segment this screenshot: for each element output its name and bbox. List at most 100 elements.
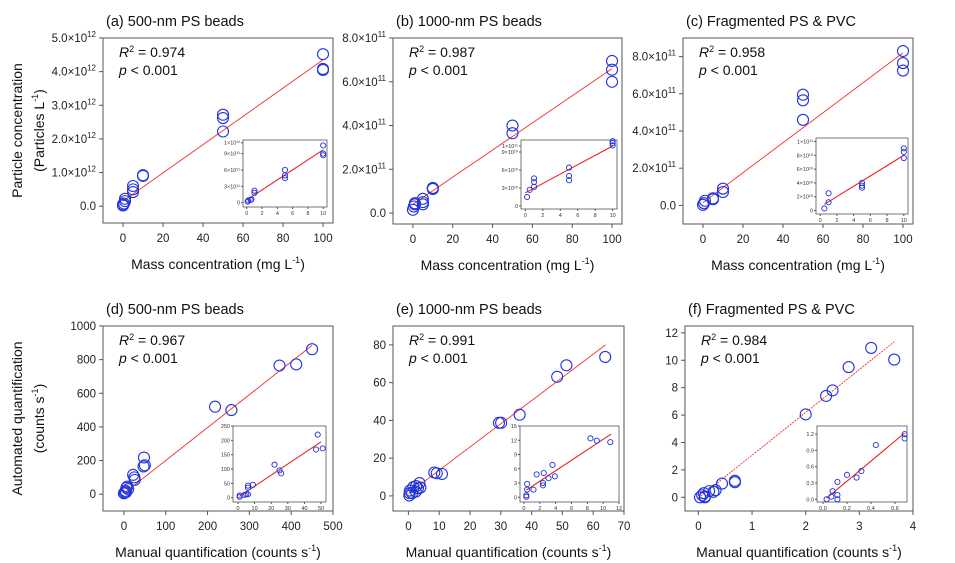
inset-data-point [900, 148, 907, 155]
x-tick-label: 70 [618, 521, 631, 533]
panel-title: (a) 500-nm PS beads [106, 14, 244, 30]
plot-frame [392, 325, 625, 512]
inset-x-tick-label: 4 [554, 506, 557, 512]
inset-y-tick-label: 0 [515, 204, 518, 210]
y-tick-label: 1000 [70, 321, 96, 333]
inset-data-point [320, 142, 327, 149]
data-point [209, 400, 222, 413]
r-squared-label: R2 = 0.974 [119, 44, 185, 60]
x-axis-label: Manual quantification (counts s-1) [406, 543, 612, 560]
data-point [707, 485, 720, 498]
data-point [896, 57, 910, 70]
inset-plot: 0 3 6 9 12 15 0 2 4 6 8 10 12 [511, 424, 622, 512]
inset-data-point [243, 491, 250, 498]
r-squared-label: R2 = 0.991 [409, 332, 475, 348]
panel-title: (c) Fragmented PS & PVC [686, 14, 856, 30]
inset-data-point [523, 492, 530, 499]
data-point [506, 127, 519, 140]
inset-data-point [524, 486, 531, 493]
x-tick-label: 0 [700, 234, 706, 246]
inset-x-tick-label: 2 [541, 213, 544, 219]
data-point [605, 54, 619, 68]
inset-frame [816, 425, 908, 503]
data-point [316, 48, 330, 61]
data-point [137, 451, 151, 464]
inset-x-tick-label: 8 [886, 218, 889, 224]
inset-data-point [607, 439, 614, 446]
x-tick-label: 80 [277, 233, 290, 245]
x-tick-label: 100 [313, 233, 332, 245]
inset-x-tick-label: 8 [306, 211, 309, 217]
inset-data-point [565, 172, 573, 180]
inset-data-point [524, 480, 531, 488]
inset-x-tick-label: 0 [524, 213, 527, 219]
x-tick-label: 0 [120, 233, 126, 245]
y-tick-label: 6 [672, 410, 678, 422]
data-point [225, 404, 238, 417]
inset-data-point [593, 437, 600, 444]
inset-x-tick-label: 50 [318, 506, 324, 512]
data-point [693, 491, 707, 504]
y-tick-label: 2.0×1012 [52, 131, 97, 146]
data-point [696, 489, 709, 502]
x-axis-label: Mass concentration (mg L-1) [131, 255, 305, 272]
inset-y-tick-label: 150 [221, 453, 230, 459]
inset-data-point [530, 486, 537, 493]
inset-x-tick-label: 2 [538, 506, 541, 512]
y-tick-label: 4.0×1012 [52, 64, 97, 79]
data-point [799, 408, 812, 421]
inset-frame [242, 139, 328, 208]
inset-y-tick-label: 0 [227, 496, 230, 502]
inset-y-tick-label: 0 [514, 495, 517, 501]
inset-y-tick-label: 8×10¹⁰ [797, 152, 814, 159]
inset-data-point [531, 175, 538, 182]
x-tick-label: 100 [893, 234, 912, 246]
inset-x-tick-label: 20 [268, 506, 274, 512]
inset-x-tick-label: 2 [835, 218, 838, 224]
inset-y-tick-label: 6×10¹⁰ [797, 166, 814, 173]
inset-x-tick-label: 4 [852, 218, 855, 224]
inset-regression-line [525, 145, 613, 194]
inset-x-tick-label: 8 [586, 506, 589, 512]
inset-y-tick-label: 2×10¹⁰ [797, 194, 814, 201]
inset-data-point [834, 478, 841, 485]
inset-y-tick-label: 12 [511, 438, 517, 444]
y-tick-label: 2.0×1011 [632, 160, 676, 175]
y-tick-label: 0.0 [80, 201, 96, 213]
x-tick-label: 100 [156, 521, 175, 533]
x-axis-label: Manual quantification (counts s-1) [696, 543, 902, 560]
data-point [703, 485, 716, 498]
x-tick-label: 40 [777, 234, 790, 246]
x-axis-label: Mass concentration (mg L-1) [711, 256, 885, 273]
x-axis-label: Manual quantification (counts s-1) [115, 543, 321, 560]
inset-y-tick-label: 0.6 [806, 465, 814, 471]
y-tick-label: 40 [373, 415, 386, 427]
y-tick-label: 2.0×1011 [342, 161, 386, 176]
data-point [126, 179, 140, 193]
inset-data-point [245, 197, 252, 204]
inset-plot: 0 3×10¹¹ 6×10¹¹ 9×10¹¹ 1×10¹² 0 2 4 6 8 10 [224, 139, 328, 217]
inset-x-tick-label: 10 [610, 213, 616, 219]
y-tick-label: 600 [77, 388, 96, 400]
y-tick-label: 0.0 [660, 200, 676, 212]
inset-frame [519, 425, 620, 503]
y-tick-label: 4.0×1011 [342, 118, 386, 133]
data-point [413, 477, 426, 490]
data-point [709, 484, 722, 497]
inset-y-tick-label: 0.9 [806, 448, 814, 454]
y-tick-label: 0 [380, 491, 386, 503]
data-point [888, 353, 901, 366]
inset-data-point [251, 187, 258, 194]
y-tick-label: 800 [77, 355, 96, 367]
inset-x-tick-label: 8 [594, 213, 597, 219]
inset-data-point [545, 475, 552, 482]
y-tick-label: 6.0×1011 [632, 86, 676, 101]
y-tick-label: 200 [77, 456, 96, 468]
inset-x-tick-label: 0 [819, 218, 822, 224]
inset-x-tick-label: 12 [616, 506, 622, 512]
y-tick-label: 5.0×1012 [52, 30, 97, 45]
x-tick-label: 20 [157, 233, 170, 245]
y-tick-label: 8 [672, 383, 678, 395]
